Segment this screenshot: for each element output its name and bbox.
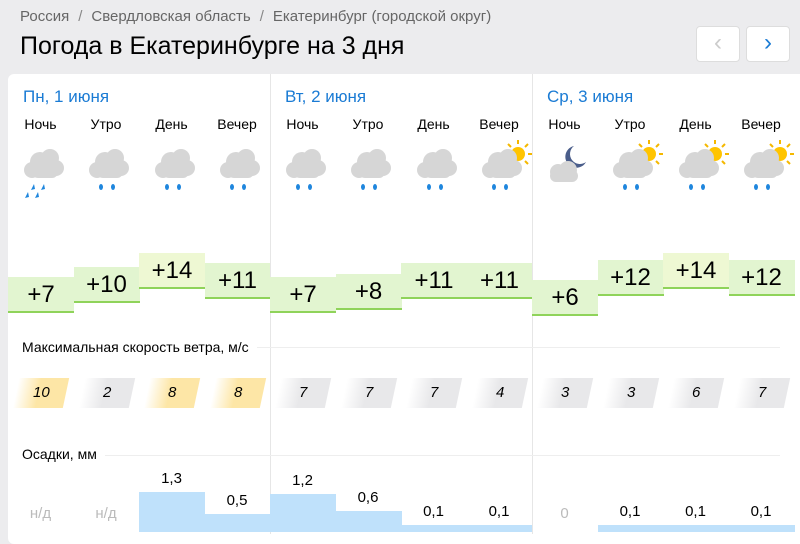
precip-value: 0,1	[750, 503, 772, 521]
precip-value: 0,1	[685, 503, 706, 521]
next-button[interactable]: ›	[746, 26, 790, 62]
period-label: Вечер	[741, 116, 781, 132]
precip-value: 0,6	[357, 489, 379, 507]
temperature: +11	[204, 263, 271, 300]
period-label: День	[417, 116, 450, 132]
breadcrumb: Россия / Свердловская область / Екатеринбург…	[20, 8, 492, 25]
wind-speed-badge: 8	[143, 378, 201, 408]
wind-speed-value: 7	[298, 384, 308, 401]
wind-speed-badge: 10	[12, 378, 70, 408]
wind-speed-value: 7	[429, 384, 439, 401]
temperature: +14	[139, 253, 205, 290]
day-title[interactable]: Вт, 2 июня	[285, 87, 367, 106]
precip-value: 0,1	[619, 503, 641, 521]
sun-cloud-rain-icon	[732, 140, 797, 200]
wind-speed-value: 4	[495, 384, 504, 401]
precip-section-label: Осадки, мм	[22, 446, 105, 462]
rain-cloud-icon	[273, 140, 338, 200]
heavy-rain-cloud-icon	[11, 140, 76, 200]
wind-speed-value: 6	[691, 384, 701, 401]
wind-section-label: Максимальная скорость ветра, м/с	[22, 339, 257, 355]
wind-speed-value: 8	[167, 384, 177, 401]
rain-cloud-icon	[77, 140, 142, 200]
wind-speed-badge: 6	[667, 378, 725, 408]
wind-speed-badge: 7	[733, 378, 790, 408]
period-label: Утро	[352, 116, 384, 132]
precip-bar	[270, 494, 336, 532]
wind-speed-badge: 8	[209, 378, 266, 408]
temperature: +6	[532, 280, 598, 317]
wind-speed-value: 3	[626, 384, 635, 401]
precip-value: 0,1	[488, 503, 510, 521]
moon-cloud-icon	[535, 140, 600, 200]
period-label: Ночь	[24, 116, 57, 132]
divider	[22, 455, 780, 456]
precip-bar	[597, 525, 664, 532]
day-title[interactable]: Ср, 3 июня	[547, 87, 634, 106]
temperature: +7	[8, 277, 74, 313]
precip-value: н/д	[95, 505, 117, 522]
period-label: День	[155, 116, 188, 132]
precip-bar	[401, 525, 467, 532]
divider	[22, 347, 780, 348]
breadcrumb-link[interactable]: Свердловская область	[91, 8, 251, 25]
day-title[interactable]: Пн, 1 июня	[23, 87, 110, 106]
sun-cloud-rain-icon	[666, 140, 731, 200]
wind-speed-value: 10	[32, 384, 50, 401]
wind-speed-badge: 7	[405, 378, 463, 408]
precip-bar	[728, 525, 795, 532]
wind-speed-badge: 7	[340, 378, 397, 408]
forecast-card	[8, 74, 800, 544]
wind-speed-value: 8	[233, 384, 242, 401]
period-label: Вечер	[479, 116, 519, 132]
wind-speed-value: 7	[757, 384, 766, 401]
temperature: +12	[728, 260, 795, 296]
prev-button[interactable]: ‹	[696, 26, 740, 62]
rain-cloud-icon	[208, 140, 273, 200]
precip-value: 0,5	[226, 492, 248, 509]
breadcrumb-link[interactable]: Екатеринбург (городской округ)	[272, 8, 492, 25]
wind-speed-value: 3	[560, 384, 570, 401]
precip-bar	[663, 525, 729, 532]
period-label: Утро	[90, 116, 122, 132]
temperature: +10	[73, 266, 140, 303]
period-label: День	[679, 116, 712, 132]
wind-speed-badge: 3	[602, 378, 659, 408]
precip-value: 0	[560, 505, 569, 522]
temperature: +11	[466, 263, 533, 300]
precip-value: н/д	[29, 505, 52, 522]
temperature: +8	[335, 273, 402, 310]
sun-cloud-rain-icon	[470, 140, 535, 200]
rain-cloud-icon	[142, 140, 207, 200]
precip-bar	[335, 511, 402, 532]
wind-speed-badge: 2	[78, 378, 135, 408]
period-label: Ночь	[548, 116, 581, 132]
wind-speed-badge: 4	[471, 378, 528, 408]
sun-cloud-rain-icon	[601, 140, 666, 200]
precip-value: 0,1	[423, 503, 444, 521]
page-title: Погода в Екатеринбурге на 3 дня	[20, 32, 405, 60]
breadcrumb-link[interactable]: Россия	[20, 8, 70, 25]
wind-speed-badge: 3	[536, 378, 594, 408]
temperature: +12	[597, 260, 664, 296]
temperature: +11	[401, 263, 467, 300]
precip-value: 1,3	[161, 469, 182, 487]
precip-value: 1,2	[292, 472, 313, 490]
wind-speed-value: 7	[364, 384, 373, 401]
precip-bar	[139, 491, 205, 532]
precip-bar	[466, 525, 533, 532]
precip-bar	[204, 514, 271, 532]
wind-speed-value: 2	[102, 384, 111, 401]
temperature: +14	[663, 253, 729, 290]
rain-cloud-icon	[339, 140, 404, 200]
wind-speed-badge: 7	[274, 378, 332, 408]
period-label: Утро	[614, 116, 646, 132]
period-label: Ночь	[286, 116, 319, 132]
period-label: Вечер	[217, 116, 257, 132]
temperature: +7	[270, 277, 336, 313]
rain-cloud-icon	[404, 140, 469, 200]
